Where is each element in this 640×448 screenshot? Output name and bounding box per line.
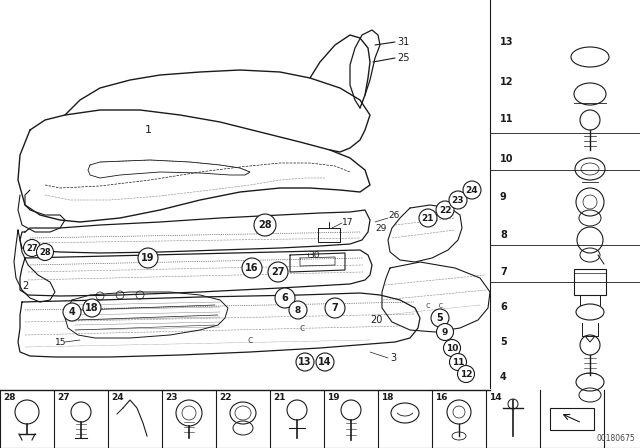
Circle shape (463, 181, 481, 199)
Text: 10: 10 (446, 344, 458, 353)
Text: 10: 10 (500, 154, 513, 164)
Circle shape (436, 323, 454, 340)
Text: 7: 7 (332, 303, 339, 313)
Text: 2: 2 (22, 281, 28, 291)
Circle shape (325, 298, 345, 318)
Bar (550, 408, 594, 430)
Text: 4: 4 (68, 307, 76, 317)
Text: 8: 8 (295, 306, 301, 314)
Text: c: c (247, 335, 253, 345)
Text: 23: 23 (165, 393, 177, 402)
Circle shape (24, 240, 40, 257)
Text: 19: 19 (141, 253, 155, 263)
Text: 21: 21 (273, 393, 285, 402)
Bar (574, 269, 606, 295)
Circle shape (289, 301, 307, 319)
Text: 28: 28 (258, 220, 272, 230)
Text: c   c: c c (426, 301, 444, 310)
Text: 21: 21 (422, 214, 435, 223)
Text: 1: 1 (145, 125, 152, 135)
Text: 19: 19 (327, 393, 340, 402)
Text: 7: 7 (500, 267, 507, 277)
Text: 12: 12 (500, 77, 513, 87)
Text: 13: 13 (500, 37, 513, 47)
Text: 12: 12 (460, 370, 472, 379)
Text: 9: 9 (500, 192, 507, 202)
Text: 11: 11 (452, 358, 464, 366)
Circle shape (431, 309, 449, 327)
Text: 14: 14 (318, 357, 332, 367)
Text: 20: 20 (370, 315, 382, 325)
Text: 16: 16 (435, 393, 447, 402)
Circle shape (36, 244, 54, 260)
Text: 22: 22 (439, 206, 451, 215)
Circle shape (419, 209, 437, 227)
Text: c: c (300, 323, 305, 333)
Text: 25: 25 (397, 53, 410, 63)
Text: 8: 8 (500, 230, 507, 240)
Text: 9: 9 (442, 327, 448, 336)
Text: 26: 26 (388, 211, 399, 220)
Text: 17: 17 (342, 217, 353, 227)
Circle shape (436, 201, 454, 219)
Text: 15: 15 (55, 337, 67, 346)
Text: 16: 16 (245, 263, 259, 273)
Text: 13: 13 (298, 357, 312, 367)
Text: 27: 27 (57, 393, 70, 402)
Circle shape (458, 366, 474, 383)
Circle shape (138, 248, 158, 268)
Circle shape (444, 340, 461, 357)
Circle shape (242, 258, 262, 278)
Text: 6: 6 (500, 302, 507, 312)
Text: 6: 6 (282, 293, 289, 303)
Text: 27: 27 (26, 244, 38, 253)
Text: 11: 11 (500, 114, 513, 124)
Text: 5: 5 (500, 337, 507, 347)
Text: 18: 18 (85, 303, 99, 313)
Circle shape (63, 303, 81, 321)
Text: 00180675: 00180675 (596, 434, 635, 443)
Circle shape (254, 214, 276, 236)
Text: 23: 23 (452, 195, 464, 204)
Circle shape (316, 353, 334, 371)
Text: 28: 28 (3, 393, 15, 402)
Text: 22: 22 (219, 393, 232, 402)
Circle shape (449, 191, 467, 209)
Text: 24: 24 (466, 185, 478, 194)
Text: 24: 24 (111, 393, 124, 402)
Text: 18: 18 (381, 393, 394, 402)
Text: 14: 14 (489, 393, 502, 402)
Text: 29: 29 (375, 224, 387, 233)
Text: 28: 28 (39, 247, 51, 257)
Circle shape (275, 288, 295, 308)
Text: 3: 3 (390, 353, 396, 363)
Text: 30: 30 (308, 250, 319, 259)
Circle shape (449, 353, 467, 370)
Circle shape (268, 262, 288, 282)
Text: 31: 31 (397, 37, 409, 47)
Circle shape (296, 353, 314, 371)
Text: 5: 5 (436, 313, 444, 323)
Text: 27: 27 (271, 267, 285, 277)
Circle shape (83, 299, 101, 317)
Text: 4: 4 (500, 372, 507, 382)
